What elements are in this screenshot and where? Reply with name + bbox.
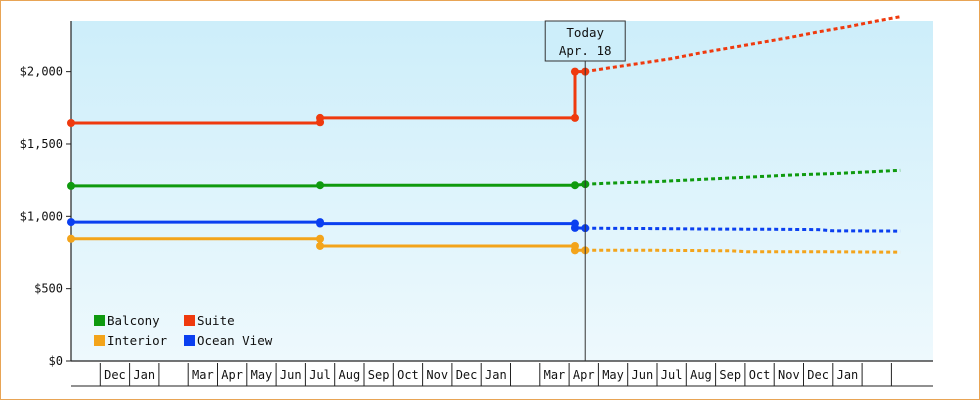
data-point-interior <box>570 246 579 255</box>
series-ocean-view <box>67 218 901 233</box>
forecast-line-interior <box>585 248 901 254</box>
today-label: Today <box>566 25 604 40</box>
legend-label-ocean-view: Ocean View <box>197 333 273 348</box>
legend-label-balcony: Balcony <box>107 313 160 328</box>
today-label-box <box>544 20 626 62</box>
today-date: Apr. 18 <box>559 43 612 58</box>
x-tick-label: Oct <box>397 368 419 382</box>
data-point-interior <box>67 234 75 243</box>
x-tick-label: Jan <box>485 368 507 382</box>
data-point-suite <box>67 119 75 127</box>
x-tick-label: Dec <box>104 368 126 382</box>
x-tick-label: Sep <box>368 368 390 382</box>
series-suite <box>67 15 901 127</box>
series-line-balcony <box>71 182 586 188</box>
data-point-balcony <box>316 181 325 190</box>
x-tick-label: May <box>602 368 624 382</box>
x-tick-label: Jun <box>280 368 302 382</box>
data-point-suite <box>316 113 325 122</box>
data-point-interior <box>316 241 325 250</box>
data-point-ocean-view <box>316 219 325 228</box>
x-tick-label: Aug <box>339 368 361 382</box>
legend-swatch-interior <box>94 335 105 346</box>
data-point-suite <box>570 113 579 122</box>
legend-label-suite: Suite <box>197 313 235 328</box>
today-marker: Today Apr. 18 <box>544 20 626 361</box>
plot-area <box>71 21 933 361</box>
x-tick-label: Dec <box>456 368 478 382</box>
x-tick-label: Jan <box>133 368 155 382</box>
data-point-interior <box>316 234 325 243</box>
x-tick-label: Jul <box>661 368 683 382</box>
x-tick-label: May <box>251 368 273 382</box>
series-layer <box>67 15 901 255</box>
x-tick-label: Aug <box>690 368 712 382</box>
legend-label-interior: Interior <box>107 333 168 348</box>
x-tick-label: Apr <box>221 368 243 382</box>
x-tick-label: Nov <box>426 368 448 382</box>
y-tick-label: $0 <box>49 354 63 368</box>
x-tick-label: Mar <box>192 368 214 382</box>
legend-swatch-balcony <box>94 315 105 326</box>
data-point-suite <box>570 67 579 76</box>
series-interior <box>67 234 901 255</box>
legend-swatch-suite <box>184 315 195 326</box>
y-tick-label: $1,500 <box>20 137 63 151</box>
legend-swatch-ocean-view <box>184 335 195 346</box>
series-balcony <box>67 168 901 190</box>
x-axis: Dec Jan Mar Apr May Jun Jul Aug Sep Oct Nov Dec Jan M… <box>71 363 933 387</box>
data-point-balcony <box>570 181 579 190</box>
x-tick-label: Mar <box>544 368 566 382</box>
y-tick-label: $1,000 <box>20 209 63 223</box>
data-point-balcony <box>67 181 75 190</box>
forecast-line-balcony <box>585 168 901 186</box>
forecast-line-ocean-view <box>585 226 901 233</box>
x-tick-label: Dec <box>807 368 829 382</box>
y-tick-label: $2,000 <box>20 65 63 79</box>
x-tick-label: Apr <box>573 368 595 382</box>
x-tick-label: Jan <box>837 368 859 382</box>
data-point-ocean-view <box>67 218 75 227</box>
x-tick-label: Sep <box>719 368 741 382</box>
x-tick-label: Oct <box>749 368 771 382</box>
x-tick-label: Jun <box>632 368 654 382</box>
y-axis: $0 $500 $1,000 $1,500 $2,000 <box>20 21 933 368</box>
x-tick-label: Jul <box>309 368 331 382</box>
legend: Balcony Suite Interior Ocean View <box>94 313 273 348</box>
forecast-line-suite <box>584 15 901 74</box>
data-point-ocean-view <box>570 223 579 232</box>
y-tick-label: $500 <box>34 282 63 296</box>
x-tick-label: Nov <box>778 368 800 382</box>
